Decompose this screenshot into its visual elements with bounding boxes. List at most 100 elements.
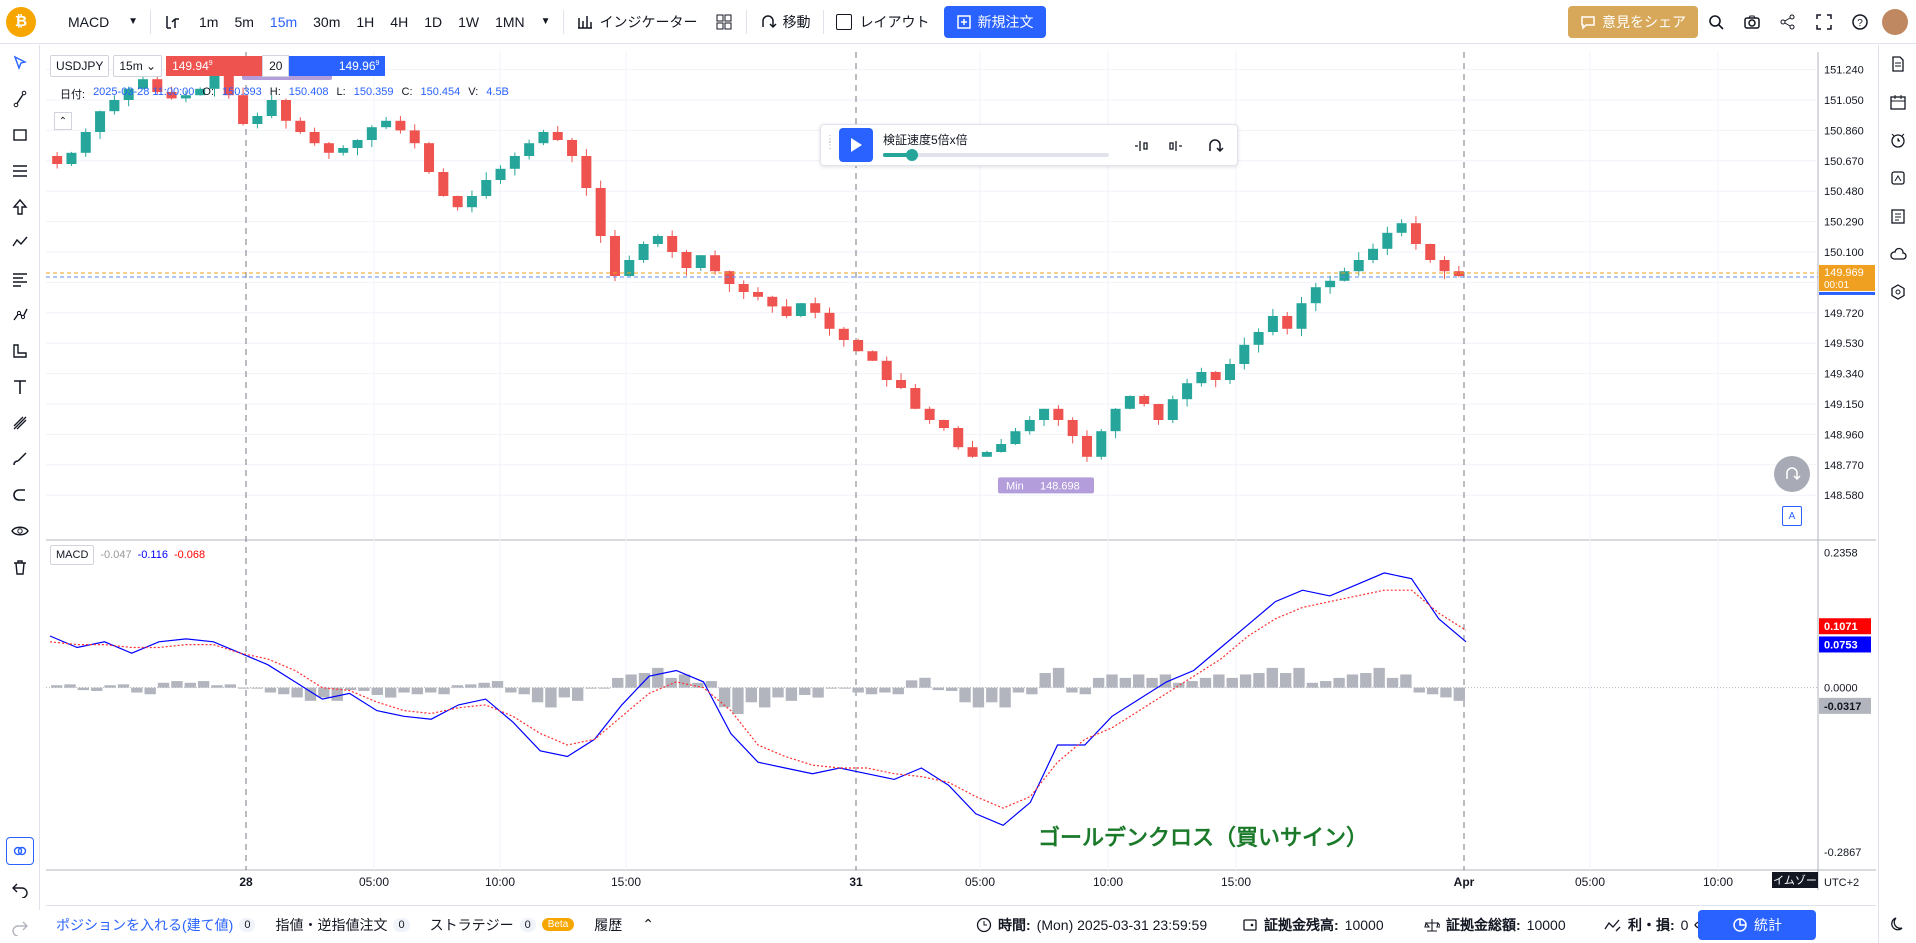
chevron-down-icon[interactable]: ▼ — [540, 16, 551, 27]
statistics-button[interactable]: 統計 — [1698, 910, 1816, 940]
brush-multi-icon[interactable] — [0, 405, 40, 441]
cloud-icon[interactable] — [1879, 235, 1916, 273]
step-back-icon[interactable] — [1123, 130, 1159, 162]
balance-value: 10000 — [1344, 916, 1384, 933]
fib-icon[interactable] — [0, 153, 40, 189]
document-icon[interactable] — [1879, 45, 1916, 83]
bid-box[interactable]: 149.949 — [166, 56, 263, 76]
timeframe-1m[interactable]: 1m — [199, 13, 219, 30]
new-order-button[interactable]: 新規注文 — [943, 5, 1046, 38]
app-logo[interactable]: ₿ — [6, 6, 36, 37]
candle — [66, 152, 77, 164]
symbol-name[interactable]: USDJPY — [50, 55, 110, 77]
timeframe-1mn[interactable]: 1MN — [495, 13, 525, 30]
search-icon[interactable] — [1698, 6, 1734, 38]
tab-positions[interactable]: ポジションを入れる(建て値) 0 — [46, 915, 265, 935]
help-icon[interactable]: ? — [1842, 6, 1878, 38]
macd-value-tag-text: 0.1071 — [1824, 621, 1858, 633]
auto-scale-button[interactable]: A — [1782, 506, 1802, 526]
calendar-icon[interactable] — [1879, 83, 1916, 121]
close-label: C: — [401, 86, 413, 98]
candle — [667, 236, 678, 252]
eye-icon[interactable] — [0, 513, 40, 549]
tab-orders[interactable]: 指値・逆指値注文 0 — [265, 915, 419, 935]
time-value: (Mon) 2025-03-31 23:59:59 — [1036, 916, 1208, 933]
interval-select[interactable]: 15m ⌄ — [113, 55, 163, 77]
svg-text:?: ? — [1857, 18, 1863, 29]
layout-button[interactable]: レイアウト — [828, 7, 938, 37]
price-axis-label: 150.670 — [1824, 156, 1864, 168]
timeframe-30m[interactable]: 30m — [313, 13, 341, 30]
balance-status: 証拠金残高: 10000 — [1232, 915, 1394, 935]
tab-strategy[interactable]: ストラテジー 0 Beta — [420, 915, 585, 935]
pattern-icon[interactable] — [0, 225, 40, 261]
compare-icon[interactable] — [155, 6, 191, 38]
candle — [409, 130, 420, 144]
news-icon[interactable] — [1879, 197, 1916, 235]
indicators-button[interactable]: インジケーター — [568, 7, 706, 37]
price-axis-label: 151.240 — [1824, 65, 1864, 77]
symbol-search[interactable]: MACD ▼ — [46, 7, 146, 37]
timeframe-4h[interactable]: 4H — [390, 13, 409, 30]
timeframe-1h[interactable]: 1H — [356, 13, 375, 30]
candle — [1081, 436, 1092, 457]
fullscreen-icon[interactable] — [1806, 6, 1842, 38]
camera-icon[interactable] — [1734, 6, 1770, 38]
alarm-icon[interactable] — [1879, 121, 1916, 159]
text-icon[interactable] — [0, 369, 40, 405]
macd-histogram-bar — [545, 687, 557, 708]
chart-area[interactable]: 151.240 151.050 150.860 150.670 150.480 150.2… — [46, 52, 1876, 892]
settings-hex-icon[interactable] — [1879, 273, 1916, 311]
candle — [981, 452, 992, 457]
macd-histogram-bar — [839, 687, 851, 689]
positions-tab-label: ポジションを入れる(建て値) — [56, 916, 234, 933]
arrow-up-icon[interactable] — [0, 189, 40, 225]
timeframe-1d[interactable]: 1D — [424, 13, 443, 30]
go-to-realtime-button[interactable] — [1774, 456, 1810, 492]
theme-moon-icon[interactable] — [1879, 905, 1916, 943]
tab-history[interactable]: 履歴 — [584, 915, 632, 935]
step-forward-icon[interactable] — [1157, 130, 1193, 162]
candle — [323, 143, 334, 153]
share-feedback-button[interactable]: 意見をシェア — [1568, 5, 1698, 38]
watchlist-icon[interactable] — [1879, 159, 1916, 197]
expand-panel-icon[interactable]: ⌃ — [642, 916, 655, 932]
cursor-icon[interactable] — [0, 45, 40, 81]
gann-icon[interactable] — [0, 261, 40, 297]
candle — [1182, 383, 1193, 400]
macd-axis-label: 0.0000 — [1824, 683, 1858, 695]
play-button[interactable] — [839, 128, 873, 162]
undo-icon[interactable] — [0, 871, 40, 907]
macd-histogram-bar — [117, 684, 130, 688]
candle — [1339, 271, 1350, 281]
chart-canvas[interactable]: 151.240 151.050 150.860 150.670 150.480 150.2… — [46, 52, 1876, 892]
trend-line-icon[interactable] — [0, 81, 40, 117]
layout-grid-icon[interactable] — [706, 6, 742, 38]
nodes-icon[interactable] — [0, 297, 40, 333]
timeframe-5m[interactable]: 5m — [234, 13, 254, 30]
replay-jump-icon[interactable] — [1197, 130, 1233, 162]
macd-histogram-bar — [612, 677, 624, 688]
macd-line-value: -0.116 — [137, 549, 168, 561]
collapse-legend-button[interactable]: ⌃ — [54, 112, 72, 130]
move-button[interactable]: 移動 — [751, 7, 819, 37]
macd-histogram-bar — [1066, 687, 1078, 693]
trash-icon[interactable] — [0, 549, 40, 585]
replay-speed-slider[interactable] — [883, 149, 1109, 161]
avatar[interactable] — [1882, 8, 1908, 35]
ruler-icon[interactable] — [0, 333, 40, 369]
redo-icon[interactable] — [0, 910, 40, 943]
link-icon[interactable] — [0, 833, 40, 869]
macd-name[interactable]: MACD — [50, 545, 95, 565]
rectangle-icon[interactable] — [0, 117, 40, 153]
macd-histogram-bar — [812, 687, 824, 698]
candle — [1453, 271, 1464, 276]
drag-handle-icon[interactable]: ⋮ ⋮ — [825, 134, 835, 151]
brush-icon[interactable] — [0, 441, 40, 477]
slider-knob[interactable] — [906, 149, 919, 161]
ask-box[interactable]: 149.969 — [289, 56, 386, 76]
share-icon[interactable] — [1770, 6, 1806, 38]
timeframe-1w[interactable]: 1W — [458, 13, 480, 30]
magnet-icon[interactable] — [0, 477, 40, 513]
timeframe-15m[interactable]: 15m — [269, 13, 298, 30]
